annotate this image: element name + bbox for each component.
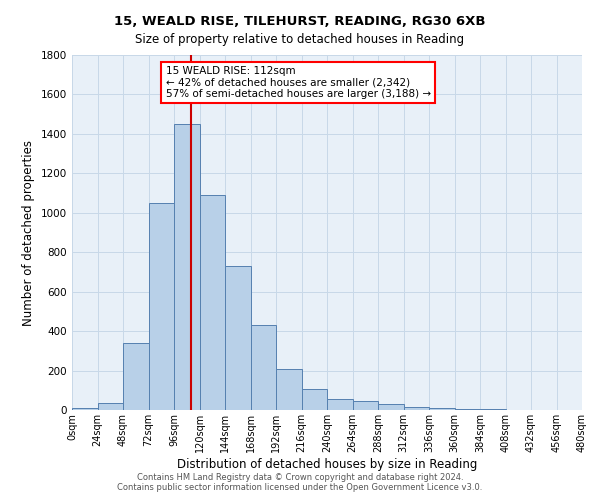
Bar	[72, 408, 97, 410]
Bar	[429, 408, 455, 410]
Text: 15, WEALD RISE, TILEHURST, READING, RG30 6XB: 15, WEALD RISE, TILEHURST, READING, RG30…	[114, 15, 486, 28]
Bar	[123, 343, 149, 410]
Bar	[404, 407, 429, 410]
Bar	[378, 404, 404, 410]
X-axis label: Distribution of detached houses by size in Reading: Distribution of detached houses by size …	[177, 458, 477, 470]
Bar	[302, 390, 327, 410]
Bar	[174, 124, 199, 410]
Text: Size of property relative to detached houses in Reading: Size of property relative to detached ho…	[136, 32, 464, 46]
Bar	[455, 409, 480, 410]
Bar	[97, 403, 123, 410]
Bar	[327, 399, 353, 410]
Bar	[353, 401, 378, 410]
Bar	[251, 325, 276, 410]
Text: Contains HM Land Registry data © Crown copyright and database right 2024.
Contai: Contains HM Land Registry data © Crown c…	[118, 473, 482, 492]
Text: 15 WEALD RISE: 112sqm
← 42% of detached houses are smaller (2,342)
57% of semi-d: 15 WEALD RISE: 112sqm ← 42% of detached …	[166, 66, 431, 99]
Bar	[276, 368, 302, 410]
Y-axis label: Number of detached properties: Number of detached properties	[22, 140, 35, 326]
Bar	[225, 266, 251, 410]
Bar	[149, 203, 174, 410]
Bar	[199, 195, 225, 410]
